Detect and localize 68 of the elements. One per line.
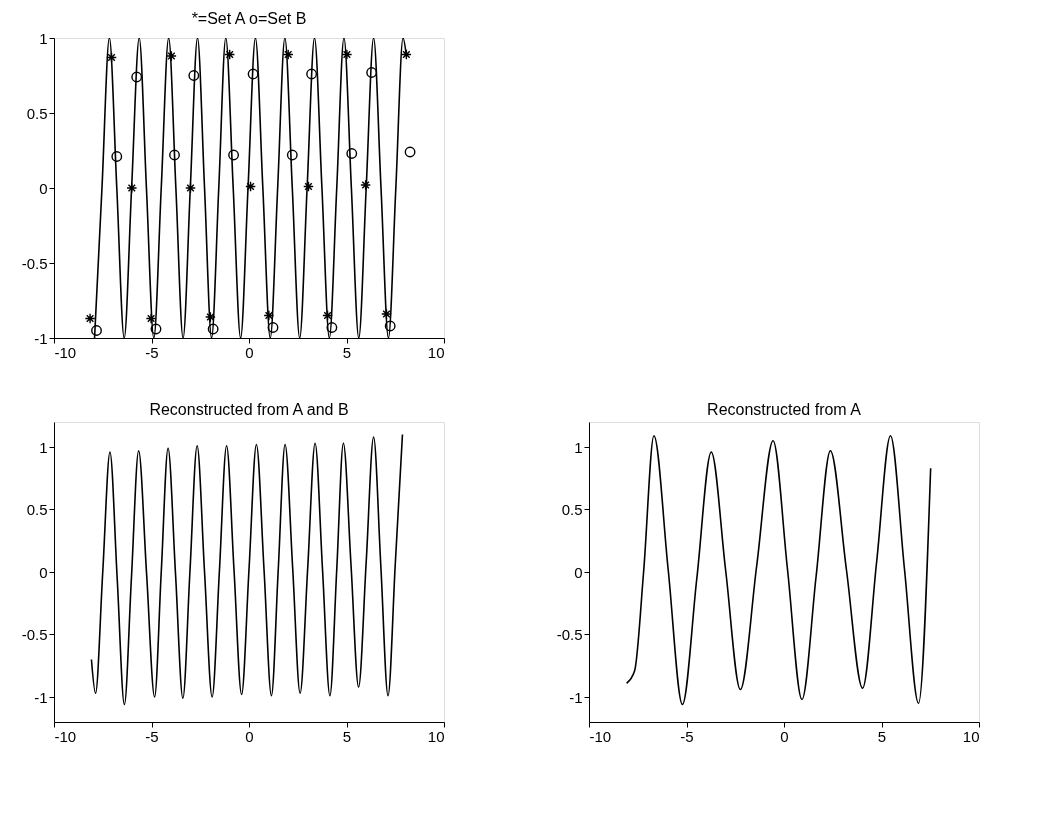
x-tick-label: 10: [427, 343, 445, 361]
point: [131, 71, 143, 83]
point: [404, 146, 416, 158]
y-tick-label: 0.5: [561, 501, 583, 518]
line-series: [90, 433, 404, 706]
point: [91, 325, 102, 336]
chart-title: Reconstructed from A: [707, 401, 862, 418]
point: [188, 70, 200, 81]
point: [400, 49, 412, 60]
y-tick-label: 0: [39, 563, 48, 581]
x-tick-label: -10: [54, 727, 77, 745]
point: [169, 149, 180, 161]
point: [150, 323, 162, 335]
point: [185, 182, 196, 194]
point: [145, 313, 157, 324]
x-tick-label: -5: [680, 727, 694, 745]
y-tick-label: 0.5: [26, 501, 48, 518]
point: [360, 179, 372, 191]
x-tick-label: 10: [427, 727, 445, 745]
point: [224, 49, 236, 60]
point: [245, 181, 256, 192]
point: [282, 49, 294, 60]
x-tick-label: 0: [245, 343, 254, 361]
point: [106, 52, 117, 63]
x-tick-label: -10: [589, 727, 612, 745]
x-tick-label: 0: [780, 727, 789, 745]
point: [326, 322, 338, 333]
point: [247, 68, 259, 80]
point: [263, 310, 275, 321]
point: [111, 151, 123, 162]
y-tick-label: -0.5: [556, 626, 583, 643]
y-tick-label: -1: [34, 329, 48, 347]
y-tick-label: 0.5: [26, 104, 48, 122]
point: [366, 67, 378, 78]
line-series: [625, 434, 932, 706]
x-tick-label: -5: [145, 727, 159, 745]
chart-title: Reconstructed from A and B: [149, 401, 349, 418]
y-tick-label: -0.5: [21, 254, 48, 272]
point: [228, 149, 240, 161]
x-tick-label: 0: [245, 727, 254, 745]
point: [126, 182, 138, 194]
point: [341, 49, 353, 60]
x-tick-label: 10: [962, 727, 980, 745]
point: [267, 322, 279, 333]
y-tick-label: -0.5: [21, 626, 48, 643]
point: [322, 310, 334, 321]
x-tick-label: -5: [145, 343, 159, 361]
point: [346, 148, 358, 159]
chart-title: *=Set A o=Set B: [191, 10, 307, 27]
point: [286, 149, 298, 161]
x-tick-label: -10: [54, 343, 77, 361]
point: [207, 323, 219, 335]
point: [306, 68, 318, 80]
y-tick-label: 1: [39, 29, 48, 47]
x-tick-label: 5: [877, 727, 887, 745]
y-tick-label: 1: [574, 438, 583, 456]
y-tick-label: -1: [34, 688, 48, 706]
x-tick-label: 5: [342, 727, 352, 745]
y-tick-label: 0: [39, 179, 48, 197]
x-tick-label: 5: [342, 343, 352, 361]
y-tick-label: -1: [569, 688, 583, 706]
point: [381, 308, 392, 320]
point: [303, 181, 314, 192]
y-tick-label: 0: [574, 563, 583, 581]
y-tick-label: 1: [39, 438, 48, 456]
point: [204, 311, 216, 323]
point: [84, 313, 96, 324]
point: [384, 320, 396, 332]
